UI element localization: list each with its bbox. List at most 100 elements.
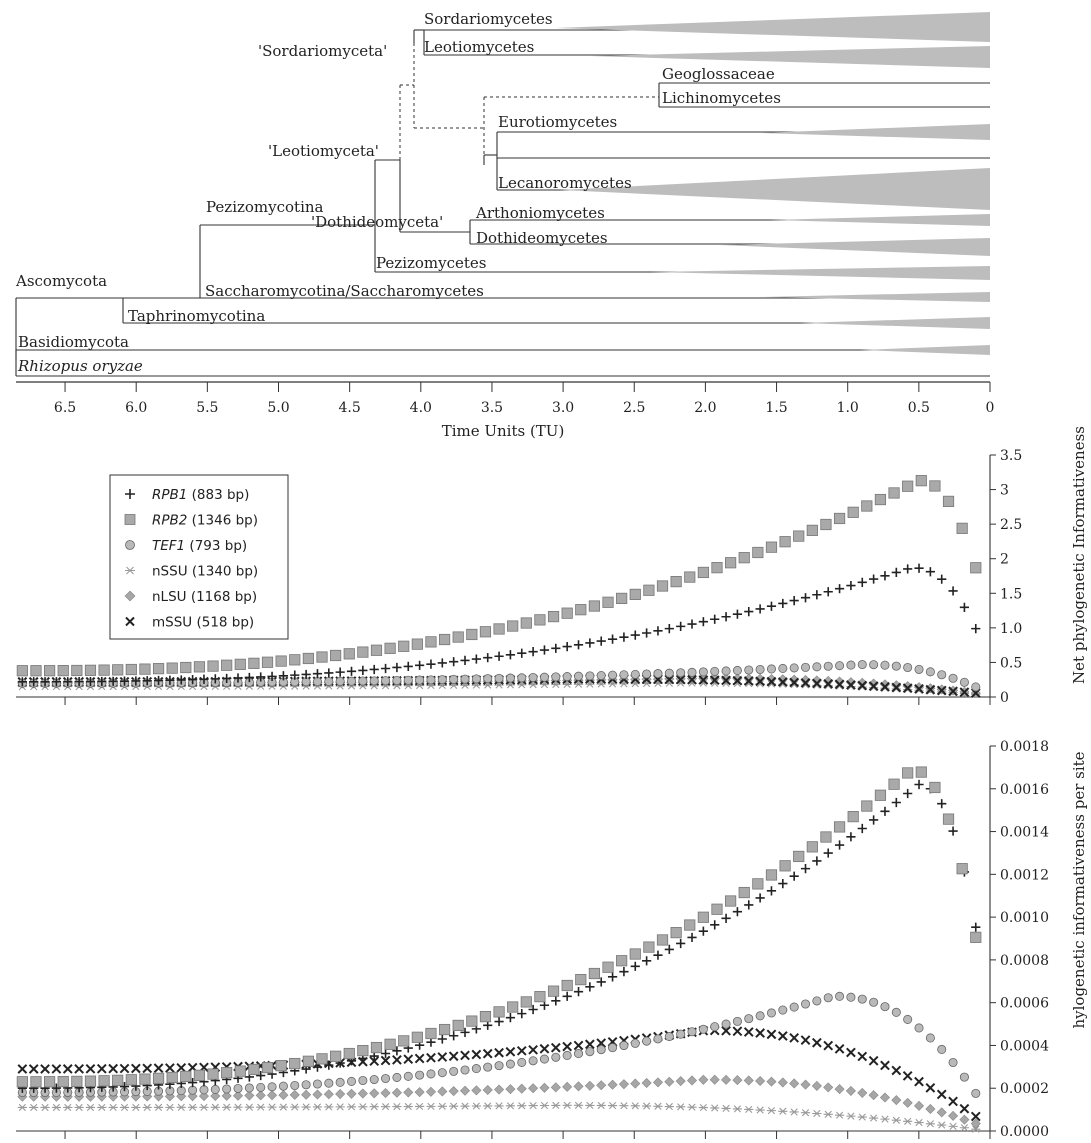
data-point [778, 598, 788, 609]
data-point [176, 675, 186, 685]
data-point [176, 1091, 187, 1102]
data-point [959, 1124, 970, 1132]
data-point [670, 927, 682, 939]
data-point [346, 666, 357, 676]
data-point [415, 675, 425, 685]
data-point [437, 1086, 448, 1097]
data-point [505, 673, 515, 683]
data-point [176, 1103, 186, 1111]
legend-label: nLSU (1168 bp) [152, 589, 257, 605]
data-point [505, 1046, 516, 1057]
data-point [789, 677, 800, 688]
data-point [709, 1074, 720, 1085]
data-point [392, 1055, 402, 1065]
data-point [343, 648, 355, 660]
data-point [846, 992, 856, 1002]
clade-wedge [590, 46, 990, 68]
data-point [925, 1033, 935, 1043]
data-point [915, 475, 927, 487]
data-point [596, 1045, 606, 1055]
data-point [16, 1076, 28, 1088]
data-point [97, 1103, 107, 1112]
data-point [29, 677, 39, 687]
y-tick-label: 0.0008 [1000, 953, 1049, 969]
data-point [823, 993, 833, 1003]
data-point [823, 678, 834, 689]
data-point [596, 1038, 607, 1048]
data-point [520, 617, 532, 629]
data-point [244, 1083, 254, 1093]
data-point [846, 580, 856, 591]
series-rpb1 [17, 563, 981, 687]
data-point [664, 1102, 674, 1111]
data-point [608, 1043, 618, 1053]
data-point [221, 659, 233, 671]
data-point [493, 1006, 505, 1018]
data-point [437, 1034, 447, 1044]
data-point [84, 664, 97, 676]
data-point [857, 823, 867, 834]
data-point [517, 1009, 527, 1019]
clade-wedge [760, 292, 990, 302]
data-point [119, 1063, 130, 1074]
data-point [925, 1082, 936, 1093]
data-point [207, 1068, 219, 1080]
data-point [869, 574, 879, 584]
data-point [573, 1101, 584, 1109]
taxon-label-saccharomycotina: Saccharomycotina/Saccharomycetes [205, 282, 484, 300]
clade-label-ascomycota: Ascomycota [15, 272, 107, 290]
data-point [744, 1014, 754, 1024]
data-point [343, 1047, 355, 1060]
data-point [891, 567, 901, 577]
data-point [874, 789, 887, 801]
data-point [244, 1103, 254, 1111]
data-point [165, 675, 175, 685]
data-point [948, 586, 958, 596]
data-point [857, 1113, 867, 1121]
data-point [460, 1102, 470, 1110]
data-point [687, 619, 697, 629]
data-point [256, 672, 266, 682]
data-point [971, 1125, 981, 1133]
data-point [85, 1063, 96, 1074]
time-tick-label: 4.5 [339, 400, 361, 416]
data-point [301, 669, 311, 680]
data-point [755, 1106, 765, 1114]
legend-label: TEF1 (793 bp) [152, 538, 247, 554]
data-point [346, 676, 357, 686]
data-point [17, 1064, 28, 1074]
time-tick-label: 2.0 [694, 400, 716, 416]
data-point [166, 1071, 178, 1084]
data-point [629, 948, 641, 960]
data-point [471, 1049, 482, 1060]
data-point [357, 1045, 369, 1057]
data-point [210, 1084, 220, 1094]
data-point [357, 1088, 368, 1099]
data-point [460, 674, 470, 684]
data-point [891, 661, 901, 671]
data-point [528, 1102, 538, 1110]
data-point [732, 1075, 743, 1086]
data-point [505, 1013, 516, 1023]
data-point [812, 856, 822, 866]
data-point [721, 913, 731, 923]
data-point [437, 658, 447, 668]
data-point [721, 1104, 731, 1113]
data-point [573, 1049, 584, 1059]
data-point [426, 675, 436, 685]
time-tick-label: 6.0 [125, 400, 147, 416]
data-point [547, 610, 560, 623]
data-point [63, 1103, 73, 1112]
data-point [248, 1063, 260, 1076]
data-point [834, 679, 845, 690]
data-point [948, 1057, 958, 1068]
data-point [880, 660, 890, 670]
data-point [275, 1060, 287, 1072]
data-point [779, 536, 791, 548]
data-point [108, 1103, 118, 1112]
data-point [426, 1069, 436, 1079]
legend-box [109, 474, 289, 640]
data-point [139, 663, 151, 675]
data-point [914, 1076, 924, 1087]
data-point [534, 614, 546, 626]
